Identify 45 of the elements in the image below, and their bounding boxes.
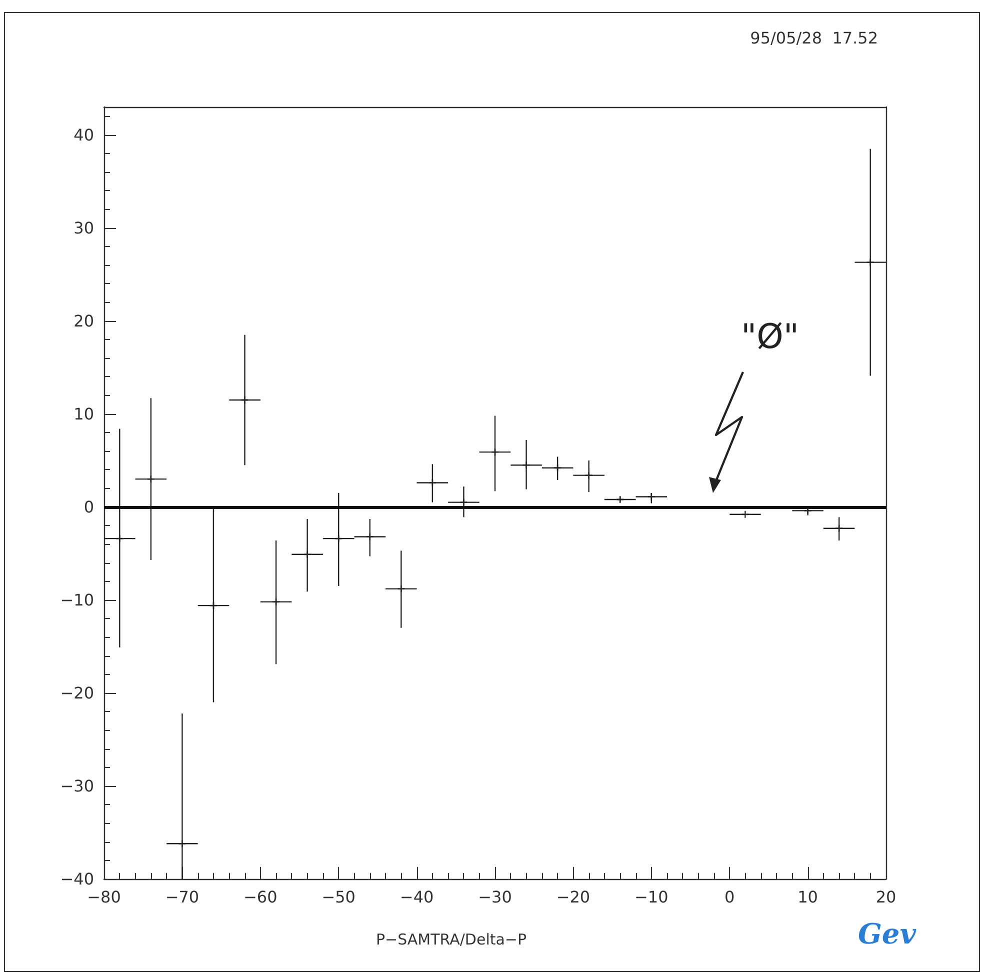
point: [647, 492, 656, 501]
point: [303, 550, 312, 559]
y-tick-label: −20: [60, 683, 94, 702]
y-tick-label: 20: [74, 311, 94, 330]
point: [834, 524, 844, 533]
x-axis-title: P−SAMTRA/Delta−P: [376, 930, 527, 948]
point: [584, 471, 594, 480]
point: [741, 510, 750, 519]
point: [240, 396, 249, 404]
y-tick-label: 30: [74, 218, 94, 238]
y-tick-label: 10: [74, 404, 94, 424]
x-tick-label: −80: [87, 888, 121, 906]
x-tick-label: −70: [165, 888, 200, 906]
y-tick-label: −10: [60, 590, 94, 610]
y-tick-label: −40: [60, 870, 94, 888]
point: [366, 532, 374, 541]
y-tick-label: −30: [60, 776, 94, 796]
point: [146, 474, 156, 484]
point: [460, 498, 468, 506]
point: [396, 584, 406, 593]
point: [553, 464, 562, 472]
x-tick-label: 10: [798, 888, 818, 906]
x-tick-label: 0: [724, 888, 735, 906]
point: [866, 258, 875, 267]
y-tick-label: 40: [74, 125, 94, 144]
x-tick-label: 20: [876, 888, 896, 906]
point: [428, 478, 437, 487]
x-tick-label: −20: [556, 888, 590, 906]
x-tick-label: −10: [634, 888, 668, 906]
point: [178, 839, 186, 848]
point: [490, 448, 500, 456]
x-tick-label: −40: [400, 888, 434, 906]
annotation: "Ø": [740, 317, 800, 357]
text: 95/05/28 17.52: [750, 28, 878, 48]
point: [522, 460, 530, 470]
point: [272, 598, 280, 606]
x-tick-label: −50: [322, 888, 356, 906]
point: [209, 601, 218, 610]
text: Gev: [858, 918, 917, 950]
point: [334, 534, 343, 543]
y-tick-label: 0: [84, 497, 94, 516]
x-tick-label: −30: [478, 888, 512, 906]
point: [115, 534, 124, 543]
x-tick-label: −60: [244, 888, 278, 906]
point: [616, 495, 624, 504]
